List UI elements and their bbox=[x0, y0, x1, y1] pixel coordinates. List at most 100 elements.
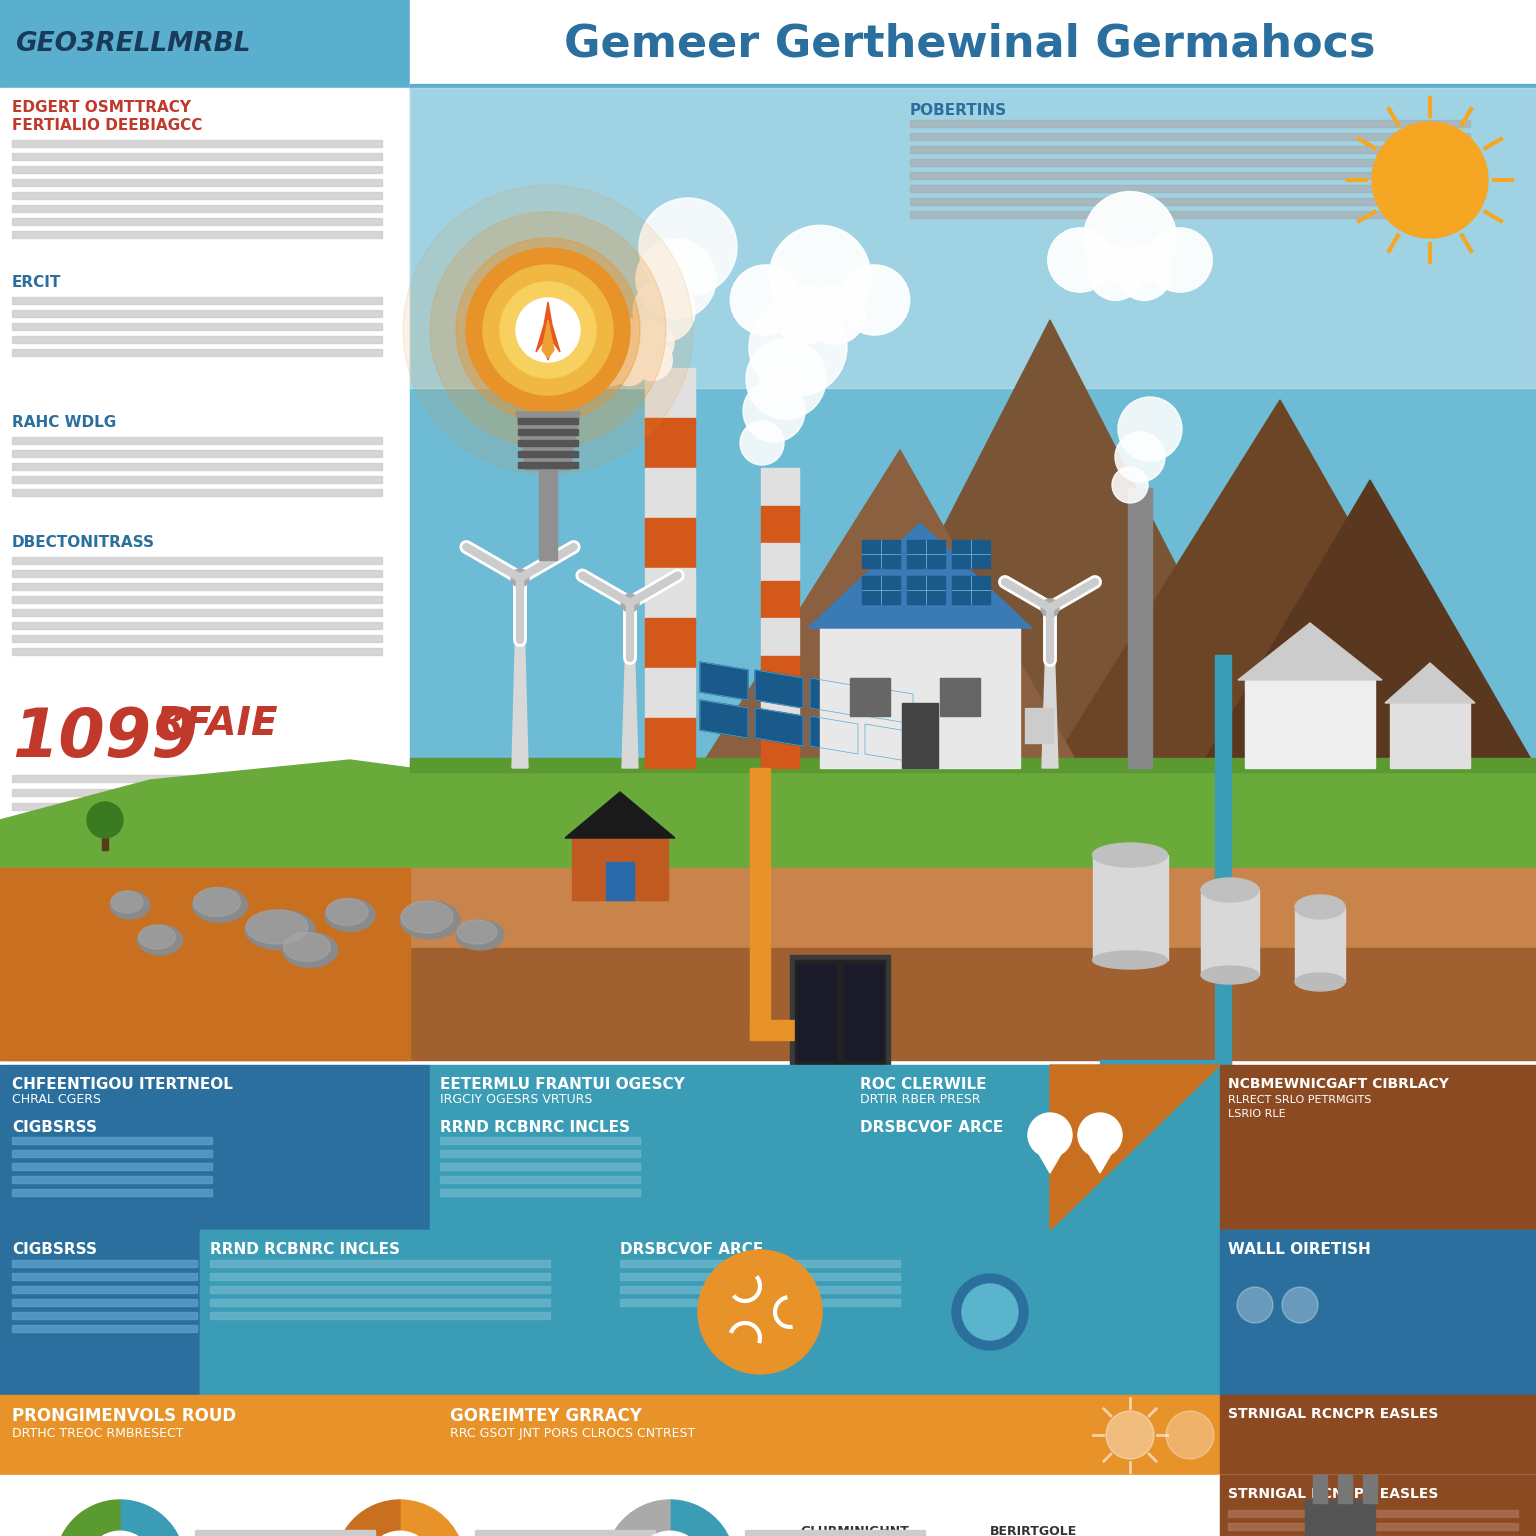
Ellipse shape bbox=[326, 899, 369, 926]
Bar bbox=[439, 1177, 641, 1183]
Ellipse shape bbox=[138, 925, 175, 949]
Polygon shape bbox=[756, 670, 803, 708]
Bar bbox=[12, 462, 382, 470]
Polygon shape bbox=[516, 412, 581, 470]
Bar bbox=[621, 1260, 900, 1267]
Polygon shape bbox=[565, 793, 674, 839]
Circle shape bbox=[1078, 1114, 1121, 1157]
Bar bbox=[906, 541, 945, 568]
Bar bbox=[760, 505, 799, 544]
Circle shape bbox=[465, 247, 630, 412]
Circle shape bbox=[511, 568, 528, 587]
Bar bbox=[0, 1064, 430, 1230]
Bar bbox=[645, 668, 694, 717]
Bar bbox=[12, 1163, 212, 1170]
Circle shape bbox=[1112, 467, 1147, 502]
Text: DRTHC TREOC RMBRESECT: DRTHC TREOC RMBRESECT bbox=[12, 1427, 183, 1441]
Ellipse shape bbox=[111, 891, 143, 912]
Circle shape bbox=[1089, 246, 1143, 301]
Bar bbox=[12, 570, 382, 578]
Text: DBECTONITRASS: DBECTONITRASS bbox=[12, 535, 155, 550]
Text: RRC GSOT JNT PORS CLROCS CNTREST: RRC GSOT JNT PORS CLROCS CNTREST bbox=[450, 1427, 696, 1441]
Bar bbox=[1227, 1524, 1518, 1530]
Bar bbox=[902, 703, 938, 768]
Bar bbox=[439, 1163, 641, 1170]
Circle shape bbox=[1083, 192, 1177, 284]
Polygon shape bbox=[700, 700, 748, 737]
Text: CIGBSRSS: CIGBSRSS bbox=[12, 1120, 97, 1135]
Ellipse shape bbox=[1092, 843, 1167, 866]
Bar bbox=[12, 596, 382, 604]
Bar bbox=[645, 418, 694, 468]
Circle shape bbox=[840, 264, 909, 335]
Circle shape bbox=[1048, 227, 1112, 292]
Bar bbox=[12, 608, 382, 616]
Bar bbox=[621, 1273, 900, 1279]
Circle shape bbox=[501, 283, 596, 378]
Polygon shape bbox=[809, 677, 859, 716]
Text: RRND RCBNRC INCLES: RRND RCBNRC INCLES bbox=[210, 1243, 399, 1256]
Bar bbox=[1220, 1312, 1536, 1395]
Bar bbox=[1390, 703, 1470, 768]
Bar bbox=[12, 450, 382, 458]
Bar bbox=[12, 1299, 197, 1306]
Bar bbox=[862, 541, 900, 568]
Bar bbox=[12, 1137, 212, 1144]
Polygon shape bbox=[700, 450, 1080, 768]
Text: RRND RCBNRC INCLES: RRND RCBNRC INCLES bbox=[439, 1120, 630, 1135]
Bar bbox=[12, 1286, 197, 1293]
Polygon shape bbox=[809, 716, 859, 754]
Circle shape bbox=[730, 264, 800, 335]
Bar bbox=[1227, 1510, 1518, 1518]
Bar bbox=[909, 160, 1470, 166]
Bar bbox=[12, 1312, 197, 1319]
Bar bbox=[475, 1530, 654, 1536]
Text: RLRECT SRLO PETRMGITS: RLRECT SRLO PETRMGITS bbox=[1227, 1095, 1372, 1104]
Bar bbox=[430, 1064, 849, 1230]
Bar bbox=[12, 140, 382, 147]
Bar bbox=[12, 889, 283, 897]
Bar bbox=[0, 0, 410, 88]
Circle shape bbox=[456, 238, 641, 422]
Bar bbox=[210, 1312, 550, 1319]
Bar bbox=[645, 617, 694, 668]
Text: Gemeer Gerthewinal Germahocs: Gemeer Gerthewinal Germahocs bbox=[564, 23, 1376, 66]
Bar bbox=[12, 438, 382, 444]
Bar bbox=[12, 349, 382, 356]
Bar bbox=[210, 1273, 550, 1279]
Circle shape bbox=[806, 284, 865, 344]
Bar bbox=[12, 323, 382, 330]
Bar bbox=[1025, 708, 1054, 743]
Bar bbox=[760, 656, 799, 693]
Text: STRNIGAL RCNCPR EASLES: STRNIGAL RCNCPR EASLES bbox=[1227, 1407, 1438, 1421]
Bar bbox=[0, 1475, 1536, 1536]
Circle shape bbox=[962, 1284, 1018, 1339]
Ellipse shape bbox=[138, 925, 183, 955]
Bar bbox=[12, 803, 382, 809]
Bar bbox=[952, 576, 991, 604]
Bar bbox=[1306, 1501, 1375, 1536]
Text: RAHC WDLG: RAHC WDLG bbox=[12, 415, 117, 430]
Bar bbox=[1127, 488, 1152, 768]
Bar bbox=[1220, 1064, 1536, 1230]
Circle shape bbox=[1166, 1412, 1213, 1459]
Circle shape bbox=[743, 379, 805, 442]
Text: NCBMEWNICGAFT CIBRLACY: NCBMEWNICGAFT CIBRLACY bbox=[1227, 1077, 1448, 1091]
Bar bbox=[12, 1177, 212, 1183]
Bar bbox=[200, 1230, 900, 1395]
Bar bbox=[909, 184, 1470, 192]
Bar bbox=[12, 230, 382, 238]
Bar bbox=[12, 204, 382, 212]
Circle shape bbox=[430, 212, 667, 449]
Polygon shape bbox=[1238, 624, 1382, 680]
Bar bbox=[518, 418, 578, 424]
Ellipse shape bbox=[111, 891, 151, 919]
Text: FERTIALIO DEEBIAGCC: FERTIALIO DEEBIAGCC bbox=[12, 118, 203, 134]
Bar bbox=[1313, 1475, 1327, 1504]
Bar bbox=[799, 965, 836, 1060]
Polygon shape bbox=[0, 756, 1536, 1060]
Circle shape bbox=[593, 352, 628, 386]
Bar bbox=[909, 120, 1470, 127]
Bar bbox=[760, 693, 799, 731]
Bar bbox=[909, 134, 1470, 140]
